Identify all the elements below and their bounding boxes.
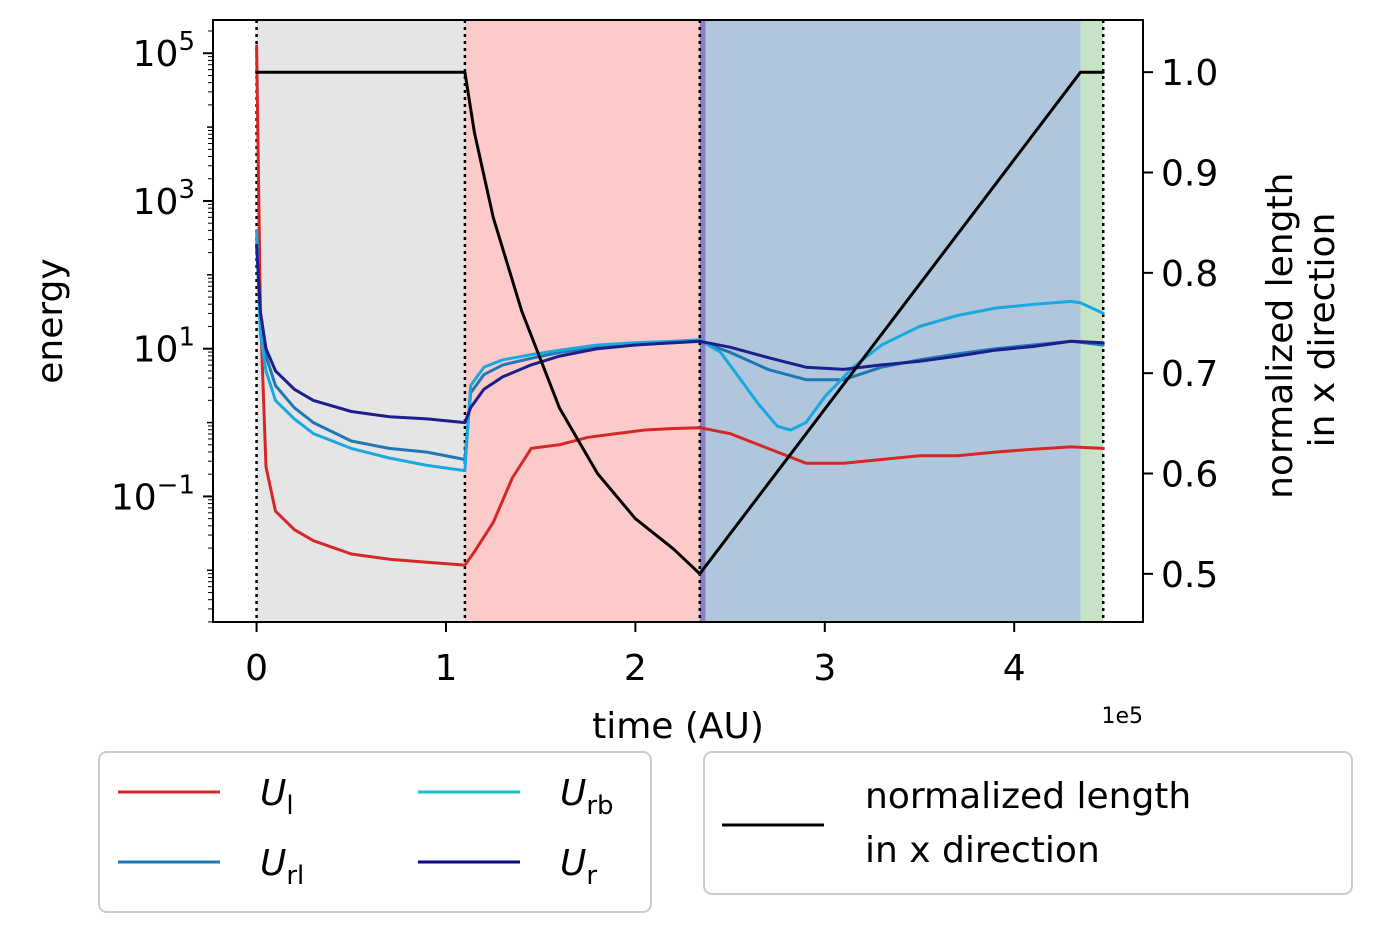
y2-axis-label-line-1: normalized length [1260, 173, 1301, 499]
y2-axis-label: normalized length in x direction [1260, 161, 1343, 499]
y2-tick-label: 0.7 [1161, 354, 1218, 395]
y-tick-label: 10−1 [111, 470, 195, 518]
series-line-length [255, 70, 1105, 576]
y2-tick-label: 0.5 [1161, 555, 1218, 596]
plot-frame [212, 19, 1144, 623]
legend-label-length-line-2: in x direction [865, 830, 1100, 871]
y2-axis-ticks: 0.5 0.6 0.7 0.8 0.9 1.0 [1143, 53, 1218, 596]
y2-tick-label: 1.0 [1161, 53, 1218, 94]
y-axis-label: energy [30, 258, 71, 383]
x-tick-label: 1 [435, 648, 458, 689]
x-axis-label: time (AU) [592, 706, 764, 747]
legend-label-length-line-1: normalized length [865, 776, 1191, 817]
legend-label-l: Ul [260, 773, 294, 821]
y-tick-label: 103 [133, 175, 195, 223]
y2-tick-label: 0.9 [1161, 154, 1218, 195]
shaded-region-0 [256, 20, 465, 622]
x-offset-label: 1e5 [1101, 704, 1143, 729]
legend-left: Ul Urb Url Ur [98, 751, 652, 913]
x-tick-label: 4 [1003, 648, 1026, 689]
series-line-r [255, 243, 1105, 425]
y-axis-ticks: 105 103 101 10−1 [111, 27, 213, 623]
series-line-l [255, 44, 1105, 567]
y-tick-label: 105 [133, 27, 195, 75]
x-tick-label: 3 [813, 648, 836, 689]
shaded-region-4 [1080, 20, 1104, 622]
legend-label-rb: Urb [560, 773, 614, 821]
legend-right: normalized length in x direction [703, 751, 1353, 895]
legend-right-box [703, 751, 1353, 895]
shaded-region-1 [464, 20, 700, 622]
y2-tick-label: 0.6 [1161, 455, 1218, 496]
shaded-region-2 [699, 20, 706, 622]
x-tick-label: 0 [245, 648, 268, 689]
y2-axis-label-line-2: in x direction [1302, 213, 1343, 448]
y-tick-label: 101 [133, 323, 195, 371]
shaded-regions [256, 20, 1104, 622]
series-line-rl [255, 236, 1105, 461]
series-lines [255, 44, 1105, 576]
y2-tick-label: 0.8 [1161, 254, 1218, 295]
legend-label-rl: Url [260, 843, 304, 891]
x-axis-ticks: 0 1 2 3 4 [245, 622, 1026, 689]
x-tick-label: 2 [624, 648, 647, 689]
legend-label-r: Ur [560, 843, 597, 891]
